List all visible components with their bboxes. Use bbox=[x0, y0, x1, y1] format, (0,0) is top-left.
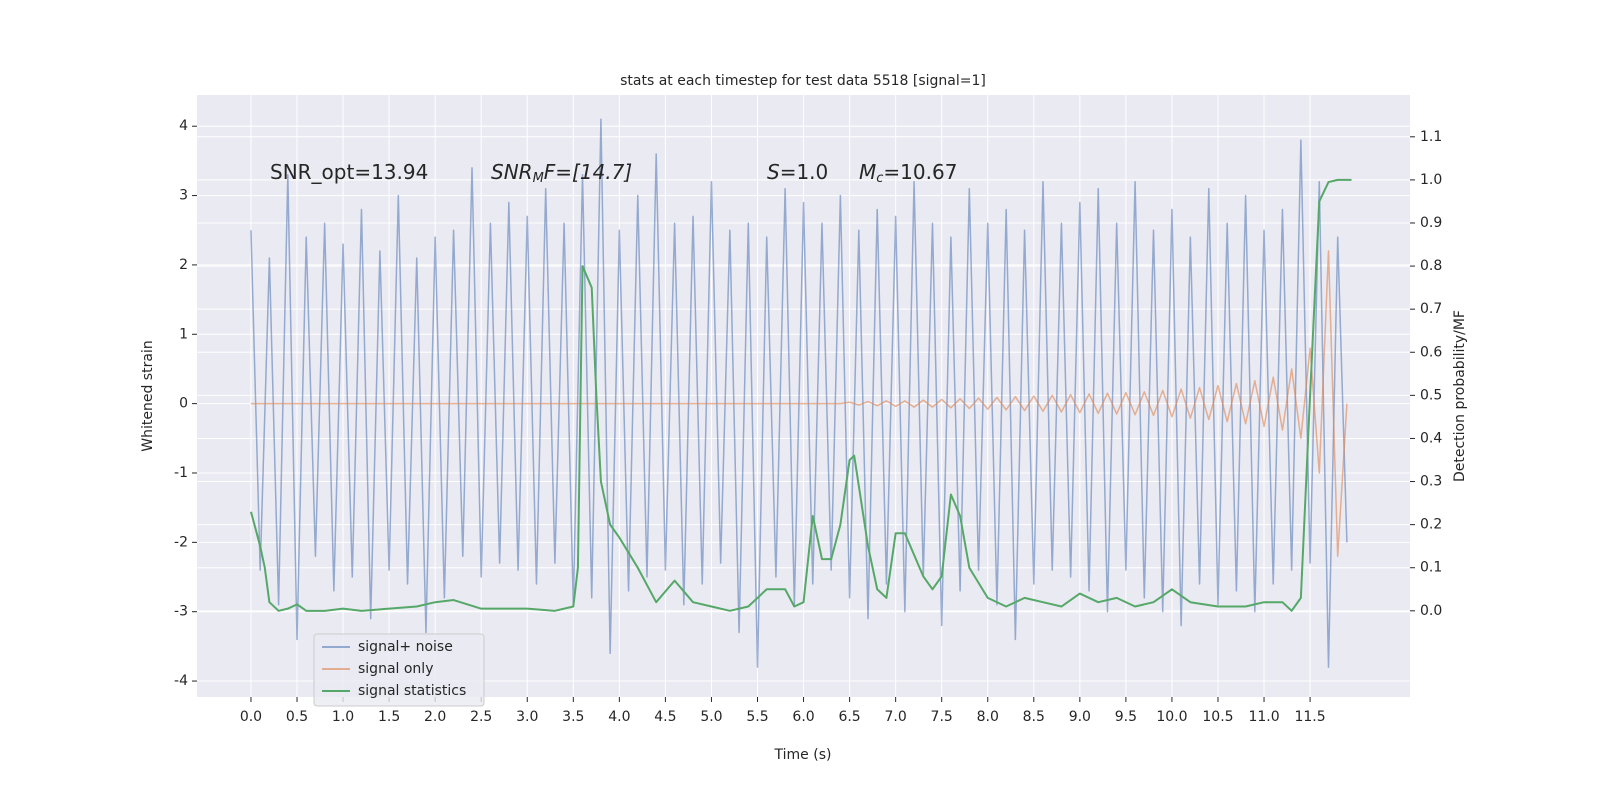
x-tick-label: 11.5 bbox=[1294, 709, 1325, 725]
x-tick-label: 0.0 bbox=[240, 709, 262, 725]
annotation: S=1.0 bbox=[767, 160, 828, 184]
y2-tick-label: 0.5 bbox=[1420, 387, 1442, 403]
y-tick-label: -3 bbox=[174, 604, 188, 620]
y-tick-label: 2 bbox=[179, 257, 188, 273]
legend-label: signal only bbox=[358, 661, 433, 677]
annotation-part: SNR bbox=[491, 160, 533, 184]
x-tick-label: 7.5 bbox=[931, 709, 953, 725]
y2-axis-label: Detection probability/MF bbox=[1452, 310, 1468, 482]
ticks: 0.0 0.5 1.0 1.5 2.0 2.5 3.0 3.5 4.0 4.5 5.0 5.5 6.0 6… bbox=[174, 118, 1442, 725]
chart-title: stats at each timestep for test data 551… bbox=[620, 73, 986, 89]
x-axis-label: Time (s) bbox=[774, 747, 832, 763]
y2-tick-label: 0.3 bbox=[1420, 474, 1442, 490]
y-tick-label: 3 bbox=[179, 188, 188, 204]
x-tick-label: 1.5 bbox=[378, 709, 400, 725]
annotation-part: M bbox=[859, 160, 876, 184]
x-tick-label: 10.5 bbox=[1202, 709, 1233, 725]
x-tick-label: 3.0 bbox=[516, 709, 538, 725]
y-tick-label: 0 bbox=[179, 396, 188, 412]
y2-tick-label: 0.7 bbox=[1420, 301, 1442, 317]
series-line bbox=[250, 250, 1348, 557]
x-tick-label: 0.5 bbox=[286, 709, 308, 725]
y2-tick-label: 1.1 bbox=[1420, 129, 1442, 145]
x-tick-label: 8.5 bbox=[1023, 709, 1045, 725]
annotation-part: M bbox=[533, 171, 544, 186]
y2-tick-label: 0.9 bbox=[1420, 215, 1442, 231]
x-tick-label: 11.0 bbox=[1248, 709, 1279, 725]
y2-tick-label: 0.0 bbox=[1420, 603, 1442, 619]
y-tick-label: -1 bbox=[174, 465, 188, 481]
legend-label: signal statistics bbox=[358, 683, 466, 699]
x-tick-label: 4.5 bbox=[654, 709, 676, 725]
x-tick-label: 5.5 bbox=[746, 709, 768, 725]
y-tick-label: 4 bbox=[179, 118, 188, 134]
annotation: SNR_opt=13.94 bbox=[270, 160, 428, 184]
x-tick-label: 2.0 bbox=[424, 709, 446, 725]
x-tick-label: 6.0 bbox=[792, 709, 814, 725]
series-line bbox=[250, 178, 1352, 612]
annotation-part: F=[14.7] bbox=[544, 160, 632, 184]
y-tick-label: -2 bbox=[174, 534, 188, 550]
annotation-part: =10.67 bbox=[883, 160, 957, 184]
x-tick-label: 2.5 bbox=[470, 709, 492, 725]
series-lines bbox=[250, 118, 1352, 668]
legend-box bbox=[313, 633, 485, 707]
grid bbox=[197, 95, 1410, 697]
legend: signal+ noise signal only signal statistic… bbox=[313, 633, 485, 707]
annotation-part: =1.0 bbox=[780, 160, 829, 184]
y-axis-label: Whitened strain bbox=[140, 340, 156, 451]
x-tick-label: 10.0 bbox=[1156, 709, 1187, 725]
x-tick-label: 9.0 bbox=[1069, 709, 1091, 725]
x-tick-label: 9.5 bbox=[1115, 709, 1137, 725]
x-tick-label: 8.0 bbox=[977, 709, 999, 725]
y2-tick-label: 0.4 bbox=[1420, 430, 1442, 446]
legend-label: signal+ noise bbox=[358, 639, 453, 655]
y2-tick-label: 0.6 bbox=[1420, 344, 1442, 360]
x-tick-label: 5.0 bbox=[700, 709, 722, 725]
x-tick-label: 7.0 bbox=[885, 709, 907, 725]
annotation: Mc=10.67 bbox=[859, 160, 957, 186]
annotation-part: SNR_opt=13.94 bbox=[270, 160, 428, 184]
x-tick-label: 6.5 bbox=[838, 709, 860, 725]
y-tick-label: 1 bbox=[179, 326, 188, 342]
y2-tick-label: 0.1 bbox=[1420, 560, 1442, 576]
y-tick-label: -4 bbox=[174, 673, 188, 689]
x-tick-label: 3.5 bbox=[562, 709, 584, 725]
annotation: SNRMF=[14.7] bbox=[491, 160, 632, 186]
annotation-part: S bbox=[767, 160, 780, 184]
y2-tick-label: 1.0 bbox=[1420, 172, 1442, 188]
x-tick-label: 1.0 bbox=[332, 709, 354, 725]
x-tick-label: 4.0 bbox=[608, 709, 630, 725]
annotation-part: c bbox=[876, 171, 883, 186]
y2-tick-label: 0.2 bbox=[1420, 517, 1442, 533]
y2-tick-label: 0.8 bbox=[1420, 258, 1442, 274]
